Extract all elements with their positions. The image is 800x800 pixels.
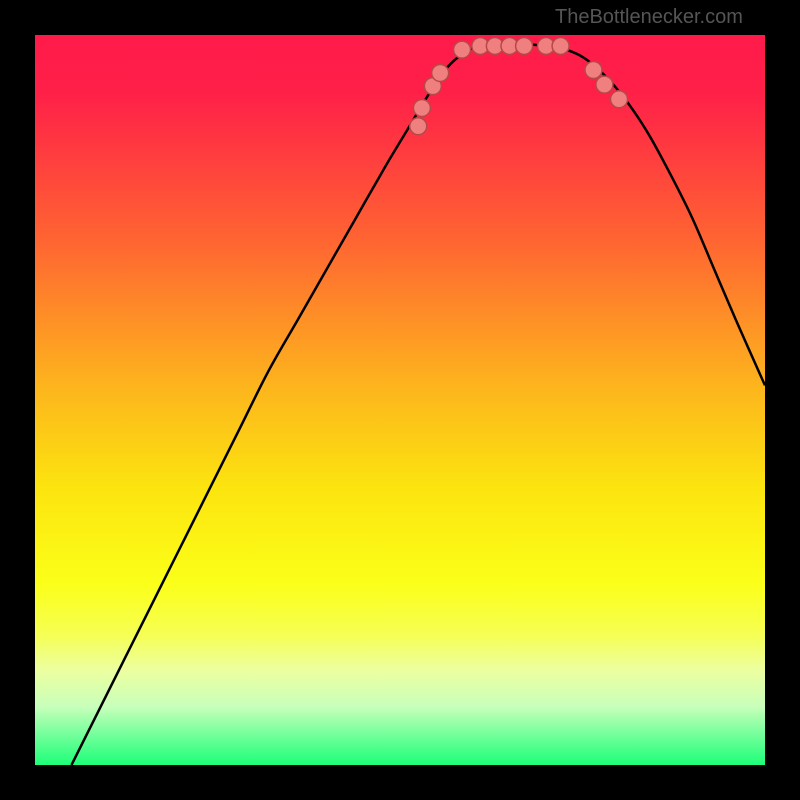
data-marker <box>432 64 449 81</box>
chart-svg <box>0 0 800 800</box>
data-marker <box>516 37 533 54</box>
data-marker <box>585 62 602 79</box>
data-marker <box>611 91 628 108</box>
data-marker <box>596 76 613 93</box>
data-marker <box>454 41 471 58</box>
chart-container: TheBottlenecker.com <box>0 0 800 800</box>
data-marker <box>410 118 427 135</box>
watermark-text: TheBottlenecker.com <box>555 6 743 29</box>
data-marker <box>413 100 430 117</box>
data-marker <box>552 37 569 54</box>
